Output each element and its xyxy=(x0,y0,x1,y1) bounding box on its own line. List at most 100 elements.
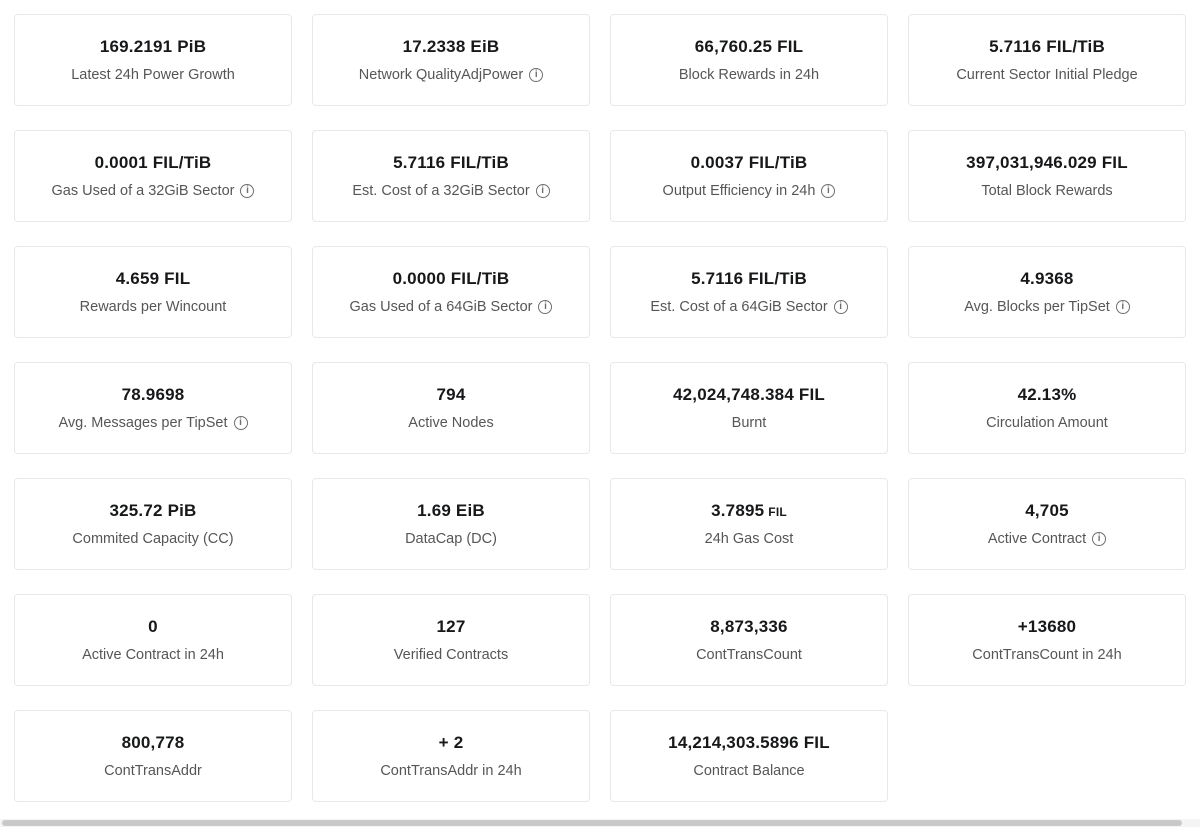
stat-card: 4.9368 Avg. Blocks per TipSet i xyxy=(908,246,1186,338)
stat-label-row: Output Efficiency in 24h i xyxy=(663,184,836,199)
stat-value: 14,214,303.5896 FIL xyxy=(668,734,830,751)
stat-card: 17.2338 EiB Network QualityAdjPower i xyxy=(312,14,590,106)
stat-label: Total Block Rewards xyxy=(981,182,1113,199)
info-icon[interactable]: i xyxy=(538,300,553,314)
stat-card: 78.9698 Avg. Messages per TipSet i xyxy=(14,362,292,454)
stat-value-text: 1.69 EiB xyxy=(417,500,485,520)
info-icon[interactable]: i xyxy=(233,416,248,430)
info-icon[interactable]: i xyxy=(1115,300,1130,314)
stat-value: 169.2191 PiB xyxy=(100,38,206,55)
stat-label: Verified Contracts xyxy=(393,646,509,663)
stat-value: 5.7116 FIL/TiB xyxy=(989,38,1105,55)
stat-value: 8,873,336 xyxy=(710,618,787,635)
stat-label: Latest 24h Power Growth xyxy=(71,66,235,83)
stat-value-unit: FIL xyxy=(768,504,787,519)
stat-card: 66,760.25 FIL Block Rewards in 24h xyxy=(610,14,888,106)
stat-value: 5.7116 FIL/TiB xyxy=(691,270,807,287)
stat-label: Current Sector Initial Pledge xyxy=(956,66,1138,83)
stat-card: 8,873,336 ContTransCount xyxy=(610,594,888,686)
stat-card: +13680 ContTransCount in 24h xyxy=(908,594,1186,686)
stat-label-row: ContTransAddr in 24h xyxy=(380,764,521,779)
stat-label-row: Est. Cost of a 64GiB Sector i xyxy=(650,298,848,315)
stat-card: 14,214,303.5896 FIL Contract Balance xyxy=(610,710,888,802)
stat-card: 42.13% Circulation Amount xyxy=(908,362,1186,454)
stat-card: 0.0000 FIL/TiB Gas Used of a 64GiB Secto… xyxy=(312,246,590,338)
stat-value: 78.9698 xyxy=(122,386,185,403)
info-icon[interactable]: i xyxy=(833,300,848,314)
stat-value-text: 14,214,303.5896 FIL xyxy=(668,732,830,752)
horizontal-scrollbar[interactable] xyxy=(0,819,1200,827)
stat-value: 66,760.25 FIL xyxy=(695,38,803,55)
stat-label: Gas Used of a 32GiB Sector xyxy=(51,182,235,199)
stat-value-text: + 2 xyxy=(438,732,464,752)
stat-label: Output Efficiency in 24h xyxy=(662,182,816,199)
stat-label: Contract Balance xyxy=(693,762,805,779)
stat-label-row: Circulation Amount xyxy=(986,416,1108,431)
stat-value: 127 xyxy=(437,618,466,635)
stat-card: 5.7116 FIL/TiB Current Sector Initial Pl… xyxy=(908,14,1186,106)
stat-label: Est. Cost of a 64GiB Sector xyxy=(650,298,828,315)
stat-label: Est. Cost of a 32GiB Sector xyxy=(352,182,530,199)
stat-card: 0 Active Contract in 24h xyxy=(14,594,292,686)
stat-label-row: Block Rewards in 24h xyxy=(679,68,819,83)
stat-card: 794 Active Nodes xyxy=(312,362,590,454)
stat-value-text: 5.7116 FIL/TiB xyxy=(393,152,509,172)
stat-value-text: 5.7116 FIL/TiB xyxy=(989,36,1105,56)
stat-card: 169.2191 PiB Latest 24h Power Growth xyxy=(14,14,292,106)
stat-label: Active Contract in 24h xyxy=(82,646,224,663)
stat-label: Active Contract xyxy=(987,530,1087,547)
stat-label-row: Rewards per Wincount xyxy=(80,300,227,315)
stat-card: 4.659 FIL Rewards per Wincount xyxy=(14,246,292,338)
stat-label-row: Active Contract in 24h xyxy=(82,648,224,663)
stat-value-text: 169.2191 PiB xyxy=(99,36,207,56)
stat-label: Active Nodes xyxy=(408,414,494,431)
stat-card: 5.7116 FIL/TiB Est. Cost of a 32GiB Sect… xyxy=(312,130,590,222)
stat-value: 1.69 EiB xyxy=(417,502,485,519)
stat-value-text: 794 xyxy=(436,384,466,404)
stats-grid: 169.2191 PiB Latest 24h Power Growth 17.… xyxy=(14,14,1186,802)
stat-value-text: 0.0001 FIL/TiB xyxy=(94,152,212,172)
horizontal-scrollbar-thumb[interactable] xyxy=(2,820,1182,826)
stat-card: 325.72 PiB Commited Capacity (CC) xyxy=(14,478,292,570)
stat-value-text: 8,873,336 xyxy=(710,616,788,636)
info-icon[interactable]: i xyxy=(1092,532,1107,546)
stat-label: Block Rewards in 24h xyxy=(678,66,820,83)
stat-value-text: 3.7895 xyxy=(711,500,765,520)
stat-value-text: 0.0037 FIL/TiB xyxy=(690,152,808,172)
stat-value: 4.9368 xyxy=(1020,270,1073,287)
stat-value-text: 78.9698 xyxy=(121,384,185,404)
stat-label-row: DataCap (DC) xyxy=(405,532,497,547)
stat-value: 0.0037 FIL/TiB xyxy=(691,154,808,171)
stat-card: 0.0037 FIL/TiB Output Efficiency in 24h … xyxy=(610,130,888,222)
stat-card: 3.7895 FIL 24h Gas Cost xyxy=(610,478,888,570)
stat-value: 4,705 xyxy=(1025,502,1069,519)
stat-card: 397,031,946.029 FIL Total Block Rewards xyxy=(908,130,1186,222)
stat-value: 800,778 xyxy=(122,734,185,751)
stat-value-text: +13680 xyxy=(1017,616,1077,636)
stat-label: Circulation Amount xyxy=(986,414,1108,431)
stat-value: 397,031,946.029 FIL xyxy=(966,154,1128,171)
stat-card: 4,705 Active Contract i xyxy=(908,478,1186,570)
stat-label: Rewards per Wincount xyxy=(79,298,227,315)
stat-value-text: 4.659 FIL xyxy=(115,268,191,288)
stat-label-row: ContTransCount in 24h xyxy=(972,648,1121,663)
stat-value-text: 4.9368 xyxy=(1020,268,1074,288)
info-icon[interactable]: i xyxy=(240,184,255,198)
stat-value: 794 xyxy=(437,386,466,403)
stat-label-row: Est. Cost of a 32GiB Sector i xyxy=(352,182,550,199)
stat-label-row: ContTransCount xyxy=(696,648,802,663)
info-icon[interactable]: i xyxy=(529,68,544,82)
stat-label-row: Burnt xyxy=(732,416,767,431)
stat-value-text: 325.72 PiB xyxy=(109,500,197,520)
stat-label: Avg. Blocks per TipSet xyxy=(964,298,1110,315)
stat-label-row: Active Nodes xyxy=(408,416,493,431)
stat-label-row: Avg. Messages per TipSet i xyxy=(59,416,248,431)
stat-card: 1.69 EiB DataCap (DC) xyxy=(312,478,590,570)
stat-label: 24h Gas Cost xyxy=(704,530,794,547)
info-icon[interactable]: i xyxy=(821,184,836,198)
stat-label-row: Current Sector Initial Pledge xyxy=(956,68,1137,83)
stat-value-text: 42.13% xyxy=(1017,384,1077,404)
stat-label: ContTransAddr xyxy=(104,762,202,779)
info-icon[interactable]: i xyxy=(535,184,550,198)
stat-value: 325.72 PiB xyxy=(109,502,196,519)
